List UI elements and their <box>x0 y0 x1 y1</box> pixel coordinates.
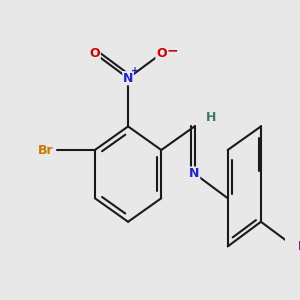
Text: I: I <box>298 240 300 253</box>
Text: +: + <box>131 66 139 76</box>
Text: O: O <box>156 47 166 60</box>
Text: N: N <box>189 167 200 180</box>
Text: −: − <box>167 44 178 57</box>
Text: H: H <box>206 111 216 124</box>
Text: N: N <box>123 72 133 85</box>
Text: Br: Br <box>38 143 53 157</box>
Text: O: O <box>90 47 100 60</box>
